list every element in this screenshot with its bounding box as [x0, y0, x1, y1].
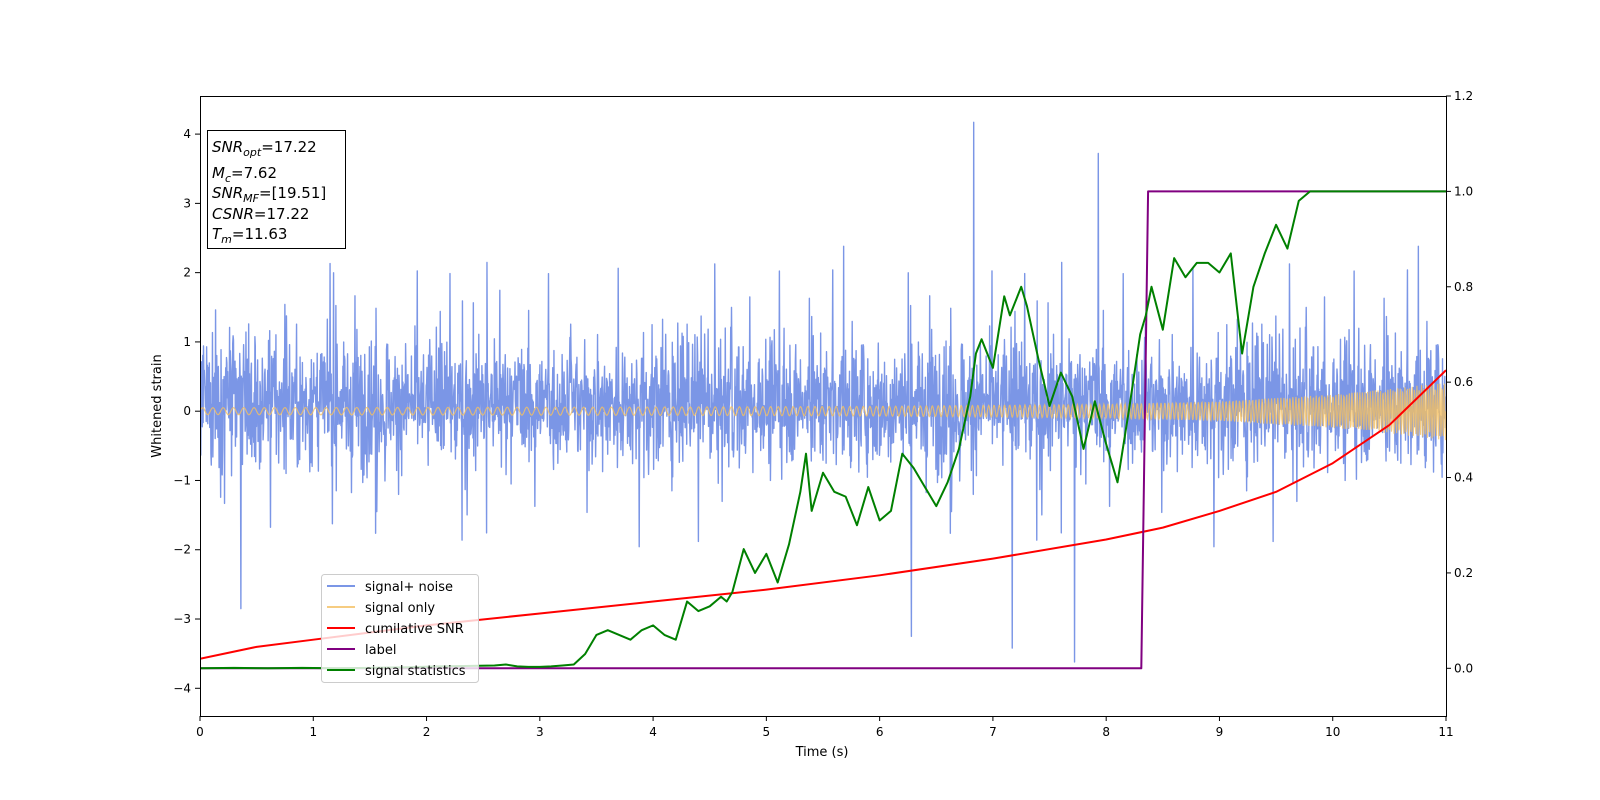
x-tick-label: 0	[196, 725, 204, 739]
x-tick-label: 3	[536, 725, 544, 739]
y-axis-right: 0.0 0.2 0.4 0.6 0.8 1.0 1.2	[1446, 89, 1473, 675]
legend-item: signal statistics	[327, 664, 466, 679]
legend-label: signal+ noise	[365, 580, 453, 595]
x-tick-label: 10	[1325, 725, 1340, 739]
series-signal-only	[200, 383, 1446, 441]
x-tick-label: 6	[876, 725, 884, 739]
y-tick-label: −3	[173, 612, 191, 626]
info-box-line: CSNR=17.22	[212, 205, 309, 223]
info-box-subscript: c	[225, 172, 231, 185]
legend-item: signal+ noise	[327, 580, 453, 595]
info-box-frame	[207, 130, 346, 249]
legend-label: signal only	[365, 601, 435, 616]
y2-tick-label: 0.2	[1454, 566, 1473, 580]
x-axis: 0 1 2 3 4 5 6 7 8 9 10 11	[196, 716, 1454, 739]
legend-frame	[321, 574, 479, 683]
y2-tick-label: 0.0	[1454, 661, 1473, 675]
info-box-value: =17.22	[261, 138, 317, 156]
y-tick-label: 0	[183, 404, 191, 418]
y-tick-label: −4	[173, 681, 191, 695]
y-tick-label: −1	[173, 473, 191, 487]
plot-frame	[200, 96, 1447, 717]
x-tick-label: 8	[1102, 725, 1110, 739]
x-tick-label: 1	[309, 725, 317, 739]
info-box-line: Tm=11.63	[212, 225, 287, 246]
info-box-subscript: MF	[243, 192, 259, 205]
y2-tick-label: 0.4	[1454, 471, 1473, 485]
info-box-symbol: T	[212, 225, 223, 243]
x-tick-label: 7	[989, 725, 997, 739]
info-box-line: Mc=7.62	[212, 164, 277, 185]
info-box-symbol: CSNR	[212, 205, 254, 223]
y2-tick-label: 1.0	[1454, 184, 1473, 198]
info-box-line: SNRopt=17.22	[212, 138, 317, 159]
y-tick-label: 4	[183, 127, 191, 141]
x-axis-label: Time (s)	[795, 745, 849, 760]
legend-label: label	[365, 643, 396, 658]
y-tick-label: 1	[183, 335, 191, 349]
info-box-symbol: M	[212, 164, 225, 182]
x-tick-label: 11	[1438, 725, 1453, 739]
y2-tick-label: 0.6	[1454, 375, 1473, 389]
info-box-symbol: SNR	[212, 184, 243, 202]
y2-tick-label: 0.8	[1454, 280, 1473, 294]
y-tick-label: 2	[183, 266, 191, 280]
legend-item: cumilative SNR	[327, 622, 464, 637]
legend-label: signal statistics	[365, 664, 466, 679]
y-tick-label: 3	[183, 196, 191, 210]
info-box-subscript: m	[221, 233, 232, 246]
info-box-subscript: opt	[243, 146, 262, 159]
info-box: SNRopt=17.22Mc=7.62SNRMF=[19.51]CSNR=17.…	[207, 130, 346, 249]
info-box-value: =7.62	[231, 164, 277, 182]
series-signal-statistics	[200, 190, 1446, 670]
legend: signal+ noise signal only cumilative SNR la…	[321, 574, 479, 683]
info-box-value: =11.63	[232, 225, 288, 243]
x-tick-label: 9	[1216, 725, 1224, 739]
y-axis-left: −4 −3 −2 −1 0 1 2 3 4	[173, 127, 200, 695]
y-tick-label: −2	[173, 543, 191, 557]
info-box-line: SNRMF=[19.51]	[212, 184, 326, 205]
series-label	[200, 190, 1446, 670]
x-tick-label: 5	[763, 725, 771, 739]
x-tick-label: 4	[649, 725, 657, 739]
x-tick-label: 2	[423, 725, 431, 739]
info-box-value: =[19.51]	[259, 184, 326, 202]
info-box-value: =17.22	[254, 205, 310, 223]
y2-tick-label: 1.2	[1454, 89, 1473, 103]
y-axis-label: Whitened strain	[150, 354, 165, 457]
legend-item: label	[327, 643, 396, 658]
legend-item: signal only	[327, 601, 435, 616]
legend-label: cumilative SNR	[365, 622, 464, 637]
info-box-symbol: SNR	[212, 138, 243, 156]
